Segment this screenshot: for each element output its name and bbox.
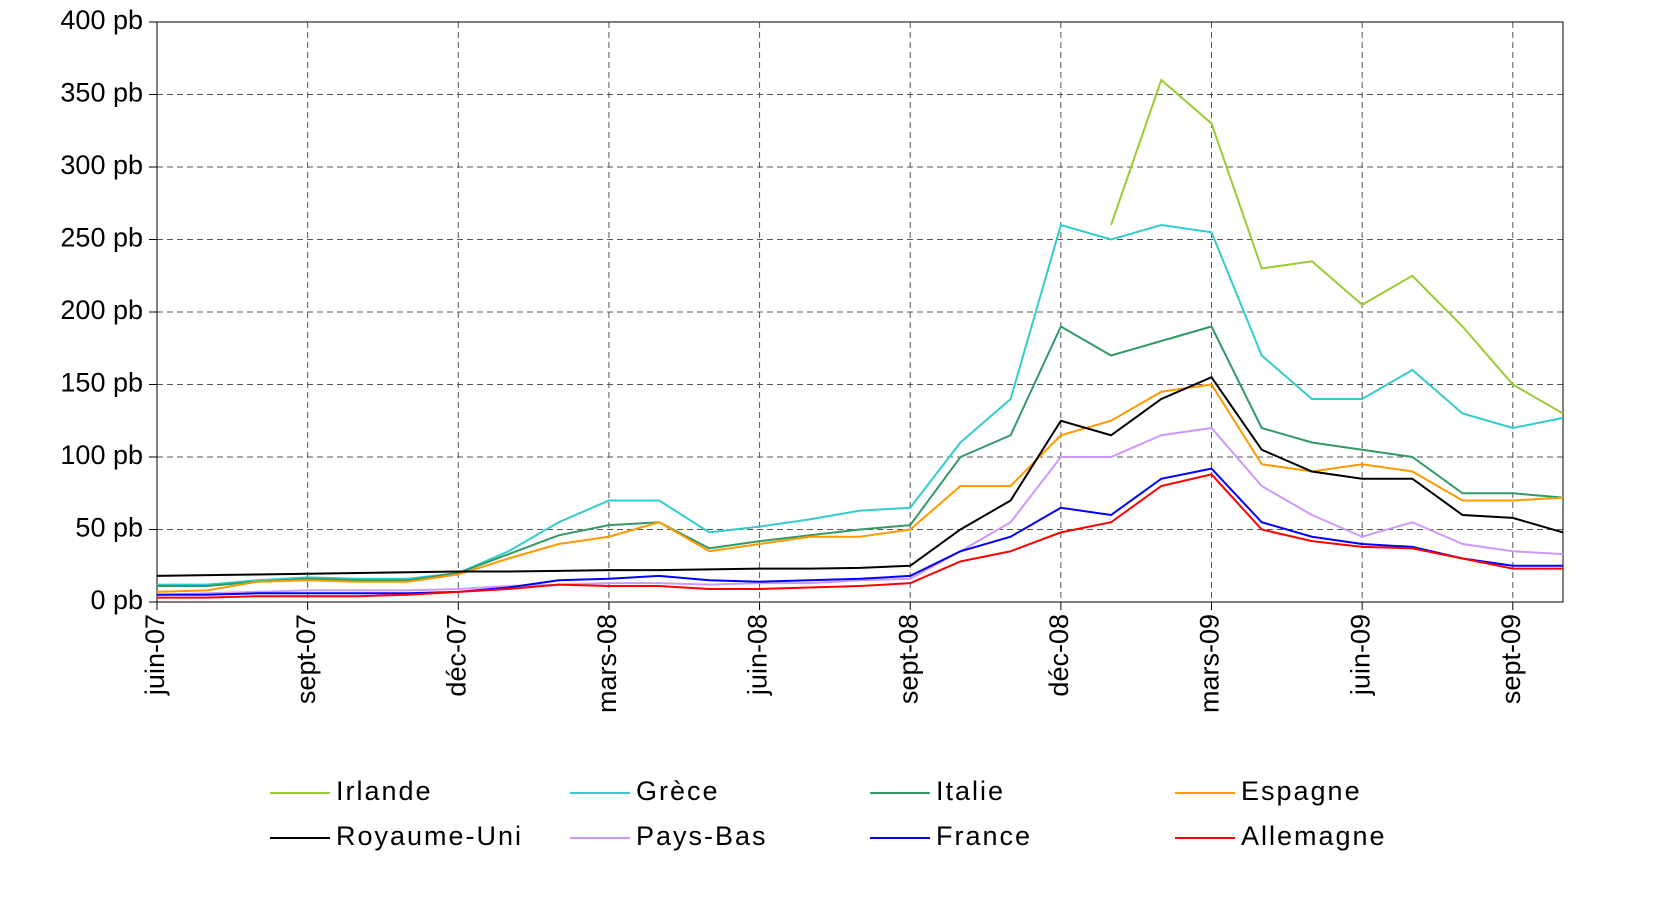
y-tick-label: 250 pb [60, 223, 143, 253]
x-tick-label: juin-08 [743, 614, 773, 696]
plot-frame [156, 21, 1564, 603]
legend-label: Italie [936, 776, 1005, 806]
legend-label: Irlande [336, 776, 433, 806]
legend-label: Royaume-Uni [336, 821, 523, 851]
x-tick-label: mars-08 [592, 614, 622, 713]
x-tick-label: juin-09 [1345, 614, 1375, 696]
y-tick-label: 50 pb [75, 513, 143, 543]
x-tick-label: mars-09 [1195, 614, 1225, 713]
x-tick-label: déc-07 [441, 614, 471, 697]
series-line [1110, 78, 1564, 415]
legend-label: Allemagne [1241, 821, 1387, 851]
x-tick-label: juin-07 [140, 614, 170, 696]
y-tick-label: 200 pb [60, 295, 143, 325]
y-tick-label: 0 pb [90, 585, 143, 615]
series-line [157, 467, 1563, 596]
y-tick-label: 300 pb [60, 150, 143, 180]
legend-label: Grèce [636, 776, 720, 806]
series-line [156, 376, 1564, 577]
legend-label: Pays-Bas [636, 821, 768, 851]
legend-label: Espagne [1241, 776, 1362, 806]
legend-label: France [936, 821, 1032, 851]
series-line [156, 426, 1564, 596]
y-tick-label: 100 pb [60, 440, 143, 470]
y-tick-label: 400 pb [60, 5, 143, 35]
series-line [157, 325, 1564, 588]
y-tick-label: 150 pb [60, 368, 143, 398]
y-tick-label: 350 pb [60, 78, 143, 108]
x-tick-label: sept-09 [1496, 614, 1526, 704]
series-line [157, 223, 1564, 586]
series-line [157, 473, 1563, 599]
x-tick-label: déc-08 [1044, 614, 1074, 697]
series-line [156, 383, 1564, 593]
x-tick-label: sept-07 [291, 614, 321, 704]
x-tick-label: sept-08 [893, 614, 923, 704]
